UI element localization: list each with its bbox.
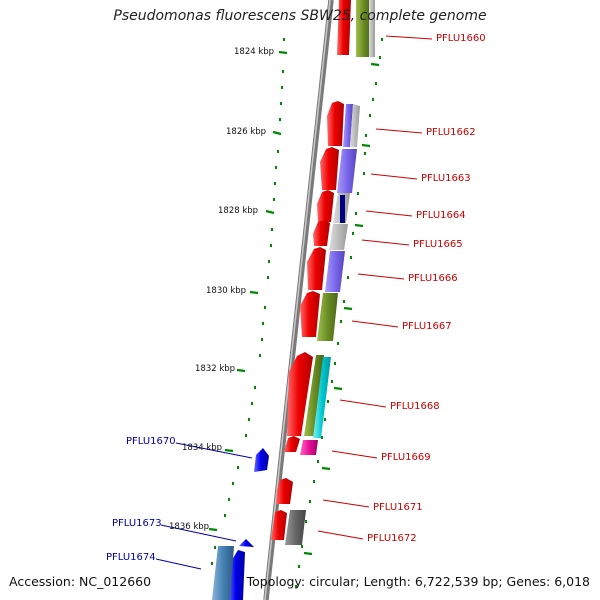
kbp-label: 1834 kbp xyxy=(182,443,223,453)
kbp-label: 1836 kbp xyxy=(169,522,210,532)
cog-block xyxy=(337,149,357,193)
gene-pflu1669-arrow[interactable] xyxy=(284,436,300,452)
accession-text: Accession: NC_012660 xyxy=(9,574,152,589)
kbp-label: 1828 kbp xyxy=(218,206,259,216)
gene-label-pflu1674[interactable]: PFLU1674 xyxy=(106,552,156,563)
gene-label-pflu1669[interactable]: PFLU1669 xyxy=(381,452,431,463)
gene-label-pflu1660[interactable]: PFLU1660 xyxy=(436,33,486,44)
reverse-strand-genes xyxy=(212,448,269,600)
kbp-label: 1830 kbp xyxy=(206,286,247,296)
cog-track xyxy=(285,0,375,545)
cog-block-steel xyxy=(212,546,234,600)
gene-pflu1670-arrow[interactable] xyxy=(254,448,269,472)
gene-pflu1662-arrow[interactable] xyxy=(327,101,344,146)
kbp-label: 1826 kbp xyxy=(226,127,267,137)
scale-ring-right xyxy=(295,38,383,588)
cog-block xyxy=(329,224,348,250)
kbp-major-ticks xyxy=(208,50,288,532)
gene-label-pflu1662[interactable]: PFLU1662 xyxy=(426,127,476,138)
gene-pflu1664a-arrow[interactable] xyxy=(317,190,334,222)
gene-label-pflu1666[interactable]: PFLU1666 xyxy=(408,273,458,284)
gene-label-pflu1664[interactable]: PFLU1664 xyxy=(416,210,466,221)
gene-pflu1667-arrow[interactable] xyxy=(300,291,320,337)
gene-label-pflu1665[interactable]: PFLU1665 xyxy=(413,239,463,250)
gene-label-pflu1673[interactable]: PFLU1673 xyxy=(112,518,162,529)
gene-pflu1660-arrow[interactable] xyxy=(337,0,351,55)
forward-strand-genes xyxy=(271,0,351,540)
gene-label-pflu1668[interactable]: PFLU1668 xyxy=(390,401,440,412)
cog-block xyxy=(300,440,318,455)
cog-block xyxy=(369,0,375,57)
gene-pflu1663-arrow[interactable] xyxy=(320,147,339,190)
cog-block xyxy=(340,195,345,223)
gene-label-pflu1663[interactable]: PFLU1663 xyxy=(421,173,471,184)
cog-block xyxy=(304,355,324,436)
cog-block xyxy=(343,104,353,147)
gene-pflu1666-arrow[interactable] xyxy=(307,247,326,290)
gene-label-pflu1672[interactable]: PFLU1672 xyxy=(367,533,417,544)
cog-block xyxy=(317,293,338,341)
gene-pflu1673-arrow[interactable] xyxy=(239,539,254,547)
map-title: Pseudomonas fluorescens SBW25, complete … xyxy=(113,8,487,24)
label-leader-lines xyxy=(155,35,433,570)
kbp-label: 1824 kbp xyxy=(234,47,275,57)
cog-block xyxy=(356,0,371,57)
gene-label-pflu1670[interactable]: PFLU1670 xyxy=(126,436,176,447)
gene-pflu1664b-arrow[interactable] xyxy=(313,220,330,246)
cog-block xyxy=(285,510,306,545)
gene-label-pflu1667[interactable]: PFLU1667 xyxy=(402,321,452,332)
gene-pflu1668-arrow[interactable] xyxy=(287,352,313,436)
topology-text: Topology: circular; Length: 6,722,539 bp… xyxy=(246,574,590,589)
genome-backbone-highlight xyxy=(264,0,331,600)
cog-block xyxy=(350,104,360,147)
cog-block xyxy=(325,251,345,292)
gene-pflu1671-arrow[interactable] xyxy=(276,478,293,504)
gene-pflu1672-arrow[interactable] xyxy=(271,510,287,540)
gene-label-pflu1671[interactable]: PFLU1671 xyxy=(373,502,423,513)
right-ring-major-ticks xyxy=(303,62,380,556)
scale-ring-left xyxy=(211,38,285,565)
kbp-label: 1832 kbp xyxy=(195,364,236,374)
cog-block xyxy=(313,357,331,438)
